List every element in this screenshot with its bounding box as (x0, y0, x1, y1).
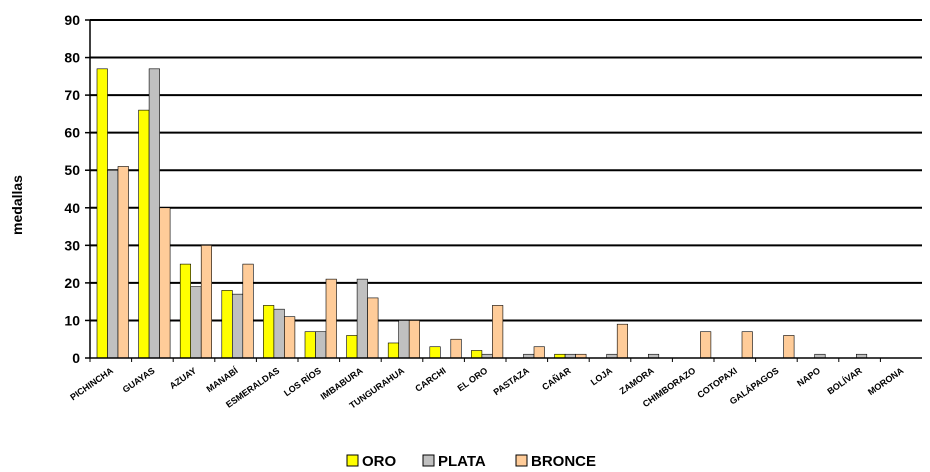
bar-bronce (117, 166, 129, 359)
x-tick-label: MANABÍ (205, 365, 241, 394)
bar-plata (148, 68, 160, 359)
y-tick-label: 20 (64, 275, 80, 291)
x-tick-label: BOLÍVAR (825, 365, 864, 396)
x-tick-label: AZUAY (168, 365, 198, 391)
legend-swatch-oro (346, 454, 359, 467)
legend-label-bronce: BRONCE (531, 453, 596, 470)
x-tick-label: PICHINCHA (68, 365, 115, 402)
bar-oro (471, 350, 483, 359)
bar-bronce (325, 278, 337, 359)
bar-oro (387, 342, 400, 359)
bar-oro (263, 305, 275, 359)
bar-plata (232, 293, 244, 359)
y-tick-label: 50 (64, 162, 80, 178)
y-tick-label: 80 (64, 50, 80, 66)
bar-oro (221, 290, 233, 359)
bar-bronce (408, 320, 421, 359)
bar-bronce (741, 331, 753, 359)
bar-oro (346, 335, 358, 359)
legend-label-oro: ORO (362, 453, 397, 470)
legend: ORO PLATA BRONCE (346, 453, 596, 470)
x-tick-label: EL ORO (455, 365, 489, 393)
bar-oro (138, 109, 150, 359)
x-tick-label: CARCHI (413, 365, 447, 393)
x-tick-label: PASTAZA (491, 365, 531, 397)
bar-bronce (200, 245, 212, 359)
bar-bronce (700, 331, 712, 359)
bar-bronce (783, 335, 795, 359)
bar-oro (96, 68, 108, 359)
bar-oro (304, 331, 316, 359)
bar-plata (315, 331, 327, 359)
bar-series (96, 68, 868, 359)
gridlines (90, 19, 922, 322)
legend-swatch-plata (422, 454, 435, 467)
bar-oro (179, 263, 191, 359)
bar-bronce (284, 316, 296, 359)
bar-bronce (533, 346, 545, 359)
x-tick-label: NAPO (795, 365, 822, 388)
bar-plata (107, 169, 119, 359)
bar-plata (190, 286, 202, 359)
y-tick-label: 60 (64, 125, 80, 141)
x-tick-label: ZAMORA (618, 365, 656, 396)
bar-bronce (159, 207, 171, 359)
y-axis-ticks: 0 10 20 30 40 50 60 70 80 90 (64, 12, 90, 366)
axes (89, 20, 922, 359)
y-tick-label: 0 (72, 350, 80, 366)
y-tick-label: 40 (64, 200, 80, 216)
legend-swatch-bronce (515, 454, 528, 467)
bar-plata (356, 278, 368, 359)
bar-bronce (367, 297, 379, 359)
bar-oro (429, 346, 441, 359)
y-axis-label: medallas (9, 175, 25, 235)
bar-bronce (450, 338, 462, 359)
x-tick-label: LOS RÍOS (282, 365, 323, 398)
x-tick-label: CAÑAR (540, 365, 573, 392)
x-tick-label: MORONA (866, 365, 906, 397)
legend-label-plata: PLATA (438, 453, 486, 470)
bar-bronce (616, 323, 629, 359)
bar-bronce (242, 263, 254, 359)
x-tick-label: GUAYAS (121, 365, 157, 394)
y-tick-label: 70 (64, 87, 80, 103)
y-tick-label: 10 (64, 312, 80, 328)
y-tick-label: 90 (64, 12, 80, 28)
y-tick-label: 30 (64, 237, 80, 253)
bar-bronce (492, 305, 504, 359)
bar-plata (273, 308, 285, 359)
x-tick-label: LOJA (589, 365, 615, 387)
bar-plata (398, 320, 410, 359)
